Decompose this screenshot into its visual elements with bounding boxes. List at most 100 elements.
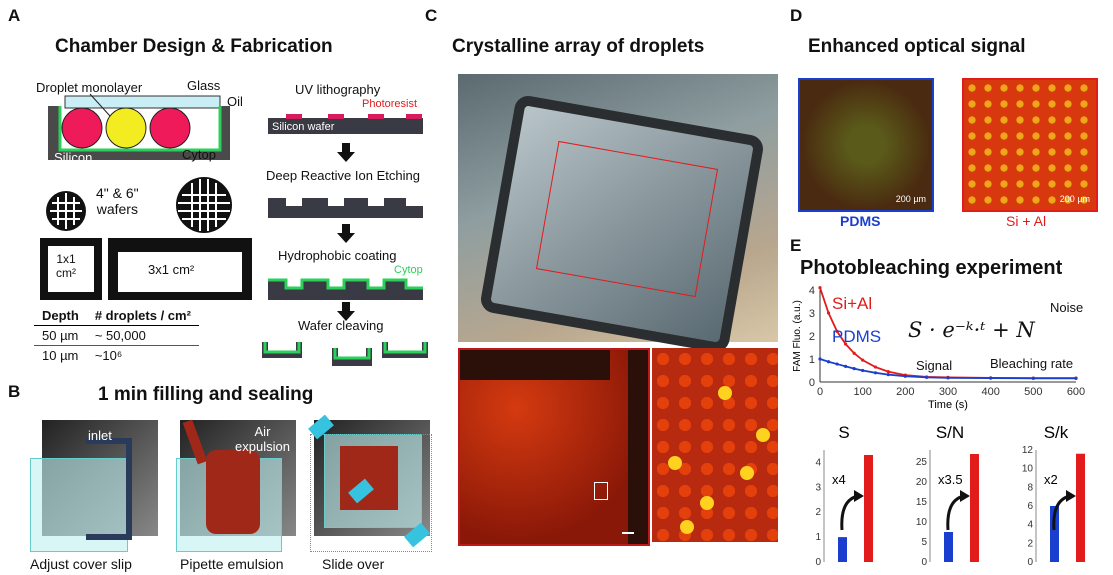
table-row: 10 µm ~10⁶ (42, 348, 123, 363)
cytop-label: Cytop (182, 147, 216, 162)
panel-b-title: 1 min filling and sealing (98, 384, 314, 405)
droplet-array-overview (458, 348, 650, 546)
panel-e-label: E (790, 236, 802, 255)
bar-annotation: x2 (1044, 472, 1058, 487)
chip-photo (458, 74, 778, 355)
table-header: Depth (34, 306, 87, 326)
data-point (852, 351, 856, 355)
data-point (826, 360, 831, 364)
inlet-label: inlet (88, 428, 112, 443)
x-tick-label: 600 (1067, 386, 1085, 398)
data-point (886, 373, 890, 377)
fab-step-uv: UV lithography (295, 82, 381, 97)
x-tick-label: 200 (896, 386, 914, 398)
panel-a-label: A (8, 6, 21, 25)
x-tick-label: 400 (981, 386, 999, 398)
fab-step-drie: Deep Reactive Ion Etching (266, 168, 420, 183)
glass-label: Glass (187, 78, 221, 93)
panel-e-title: Photobleaching experiment (800, 257, 1063, 279)
bar-pdms (944, 532, 953, 562)
bar-chart-title: S/N (936, 423, 964, 442)
caption-adjust: Adjust cover slip (30, 556, 132, 572)
curved-arrow-icon (946, 494, 965, 531)
panel-c-title: Crystalline array of droplets (452, 36, 705, 57)
chip-large (108, 238, 252, 300)
bar-sial (864, 454, 873, 562)
data-point (873, 371, 878, 375)
noise-label: Noise (1050, 300, 1084, 315)
bar-pdms (1050, 506, 1059, 562)
sial-image: 200 µm (962, 78, 1098, 212)
caption-pipette: Pipette emulsion (180, 556, 284, 572)
bar-sial (1076, 453, 1085, 562)
bar-pdms (838, 537, 847, 562)
y-axis-label: FAM Fluo. (a.u.) (792, 300, 803, 372)
panel-b-label: B (8, 382, 21, 401)
fab-step-cleave: Wafer cleaving (298, 318, 384, 333)
series-label-sial: Si+Al (832, 294, 873, 313)
bar-sial (970, 454, 979, 562)
data-point (844, 342, 848, 346)
table-row: 50 µm ~ 50,000 (34, 325, 199, 346)
y-tick-label: 4 (815, 457, 821, 468)
droplet-array-zoom (652, 348, 778, 542)
coating-diagram (268, 278, 423, 300)
bar-annotation: x3.5 (938, 472, 963, 487)
fab-step-hydrophobic: Hydrophobic coating (278, 248, 397, 263)
bar-annotation: x4 (832, 472, 846, 487)
y-tick-label: 2 (1027, 538, 1033, 549)
arrowhead-icon (960, 490, 970, 502)
drie-diagram (268, 198, 423, 218)
data-point (852, 367, 856, 371)
y-tick-label: 0 (815, 557, 821, 568)
panel-c-label: C (425, 6, 438, 25)
y-tick-label: 2 (815, 507, 821, 518)
sial-caption: Si + Al (1006, 213, 1047, 229)
y-tick-label: 0 (921, 557, 927, 568)
bar-chart-s-over-k: S/k 0 2 4 6 8 10 12 x2 (1022, 423, 1085, 568)
data-point (861, 358, 865, 362)
chip-small (40, 238, 102, 300)
arrow-down-icon (337, 224, 355, 243)
y-tick-label: 25 (916, 457, 928, 468)
step-pipette-emulsion (176, 419, 296, 552)
oil-label: Oil (227, 94, 243, 109)
silicon-label: Silicon (54, 150, 93, 165)
y-tick-label: 4 (1027, 520, 1033, 531)
x-axis-label: Time (s) (928, 399, 968, 411)
data-point (873, 365, 878, 369)
chip-large-label: 3x1 cm² (148, 262, 195, 277)
data-point (835, 329, 839, 333)
y-tick-label: 1 (815, 532, 821, 543)
panel-d-title: Enhanced optical signal (808, 36, 1026, 57)
arrowhead-icon (854, 490, 864, 502)
caption-slide: Slide over (322, 556, 385, 572)
data-point (861, 368, 865, 373)
photoresist-label: Photoresist (362, 98, 418, 110)
y-tick-label: 2 (809, 331, 815, 343)
data-point (1074, 376, 1078, 380)
bar-chart-title: S/k (1044, 423, 1069, 442)
data-point (886, 370, 890, 374)
pdms-caption: PDMS (840, 213, 881, 229)
data-point (989, 376, 993, 380)
y-tick-label: 3 (815, 482, 821, 493)
step-slide-over (308, 414, 436, 552)
bar-chart-s-over-n: S/N 0 5 10 15 20 25 x3.5 (916, 423, 979, 568)
y-tick-label: 0 (809, 377, 815, 389)
panel-a-title: Chamber Design & Fabrication (55, 36, 333, 57)
series-label-pdms: PDMS (832, 327, 882, 346)
data-point (903, 374, 907, 378)
data-point (835, 362, 839, 366)
pdms-image: 200 µm (798, 78, 934, 212)
bleaching-rate-label: Bleaching rate (990, 356, 1074, 371)
chip-small-label: 1x1 cm² (56, 252, 76, 280)
data-point (1031, 376, 1035, 380)
signal-label: Signal (916, 358, 953, 373)
cleaved-chips-diagram (262, 342, 428, 366)
y-tick-label: 15 (916, 497, 928, 508)
y-tick-label: 3 (809, 308, 815, 320)
table-header: # droplets / cm² (86, 306, 199, 326)
step-adjust-cover-slip (30, 420, 160, 552)
bleaching-equation: S · e⁻ᵏ·ᵗ + N (908, 318, 1035, 342)
